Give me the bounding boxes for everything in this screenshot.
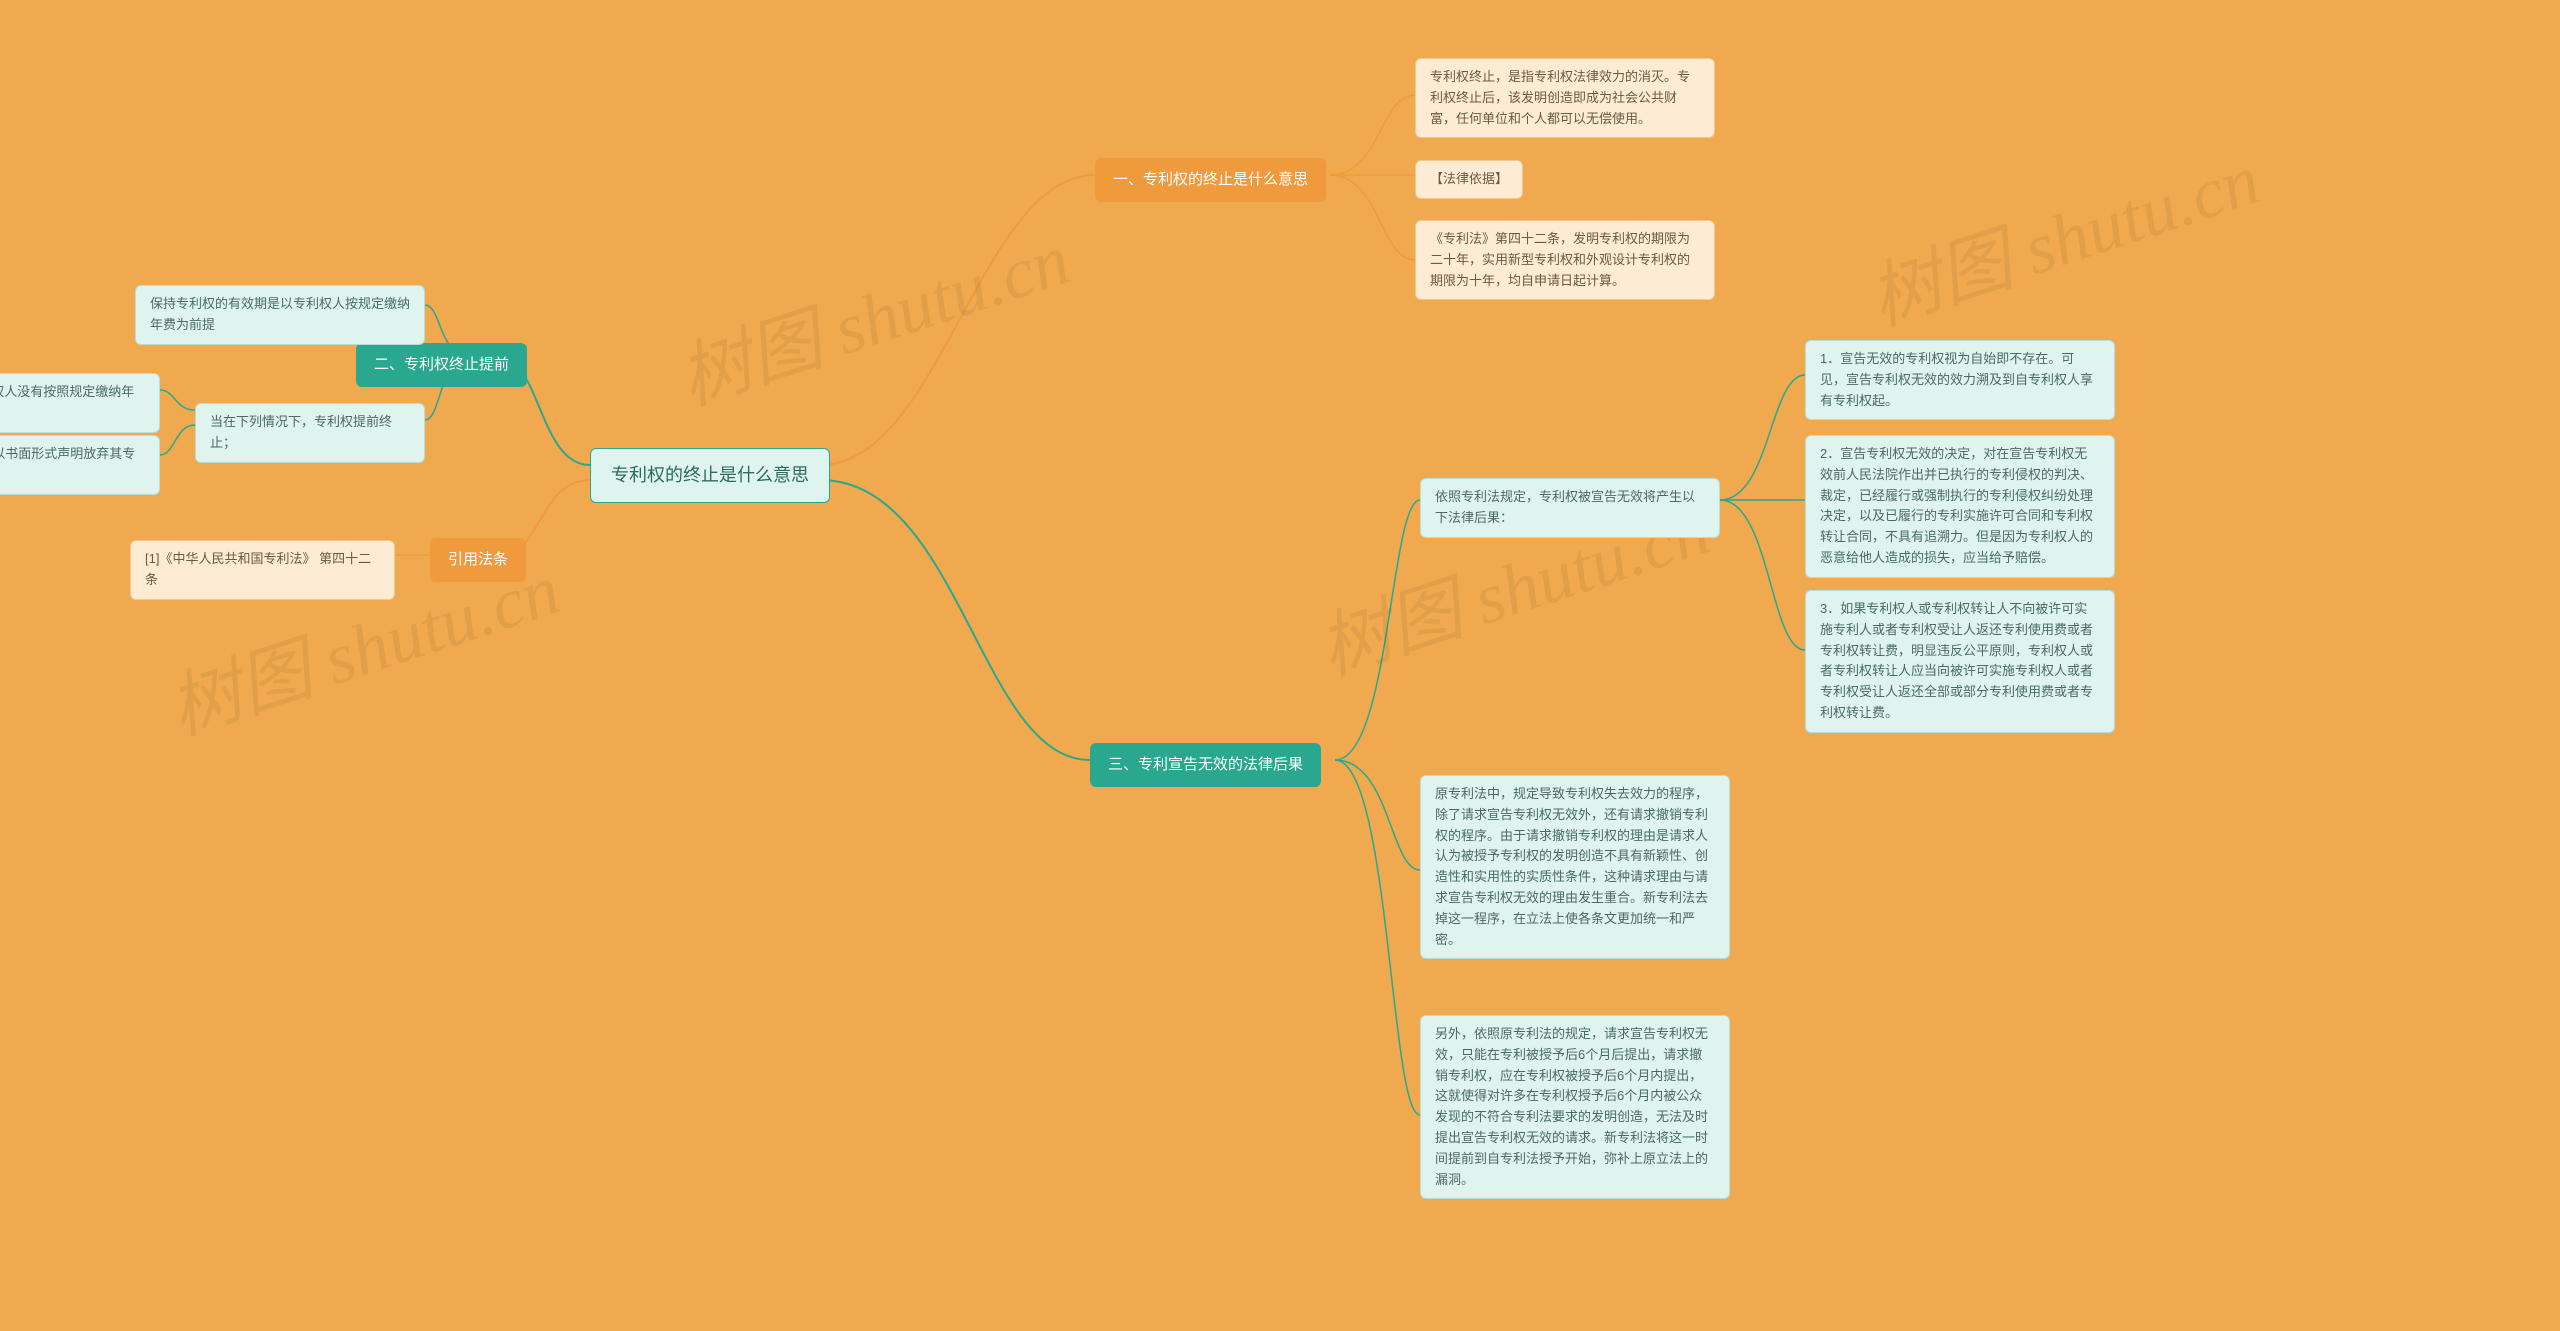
branch-3-extra-0: 原专利法中，规定导致专利权失去效力的程序，除了请求宣告专利权无效外，还有请求撤销… — [1420, 775, 1730, 959]
branch-2-sub: 当在下列情况下，专利权提前终止； — [195, 403, 425, 463]
branch-2-sub-item-0: 1、专利权人没有按照规定缴纳年费的。 — [0, 373, 160, 433]
watermark: 树图 shutu.cn — [664, 200, 1081, 425]
branch-1-leaf-0: 专利权终止，是指专利权法律效力的消灭。专利权终止后，该发明创造即成为社会公共财富… — [1415, 58, 1715, 138]
branch-2-topleaf: 保持专利权的有效期是以专利权人按规定缴纳年费为前提 — [135, 285, 425, 345]
branch-1-leaf-1: 【法律依据】 — [1415, 160, 1523, 199]
branch-3-intro-item-2: 3．如果专利权人或专利权转让人不向被许可实施专利人或者专利权受让人返还专利使用费… — [1805, 590, 2115, 733]
branch-3-extra-1: 另外，依照原专利法的规定，请求宣告专利权无效，只能在专利被授予后6个月后提出，请… — [1420, 1015, 1730, 1199]
branch-3-intro-item-0: 1．宣告无效的专利权视为自始即不存在。可见，宣告专利权无效的效力溯及到自专利权人… — [1805, 340, 2115, 420]
branch-2-sub-item-1: 2、专利权人以书面形式声明放弃其专利权的。 — [0, 435, 160, 495]
branch-3: 三、专利宣告无效的法律后果 — [1090, 743, 1321, 787]
watermark: 树图 shutu.cn — [1854, 120, 2271, 345]
branch-1-leaf-2: 《专利法》第四十二条，发明专利权的期限为二十年，实用新型专利权和外观设计专利权的… — [1415, 220, 1715, 300]
branch-2: 二、专利权终止提前 — [356, 343, 527, 387]
branch-1: 一、专利权的终止是什么意思 — [1095, 158, 1326, 202]
branch-3-intro: 依照专利法规定，专利权被宣告无效将产生以下法律后果： — [1420, 478, 1720, 538]
branch-3-intro-item-1: 2．宣告专利权无效的决定，对在宣告专利权无效前人民法院作出并已执行的专利侵权的判… — [1805, 435, 2115, 578]
branch-ref-leaf: [1]《中华人民共和国专利法》 第四十二条 — [130, 540, 395, 600]
branch-ref: 引用法条 — [430, 538, 526, 582]
root-node: 专利权的终止是什么意思 — [590, 448, 830, 503]
